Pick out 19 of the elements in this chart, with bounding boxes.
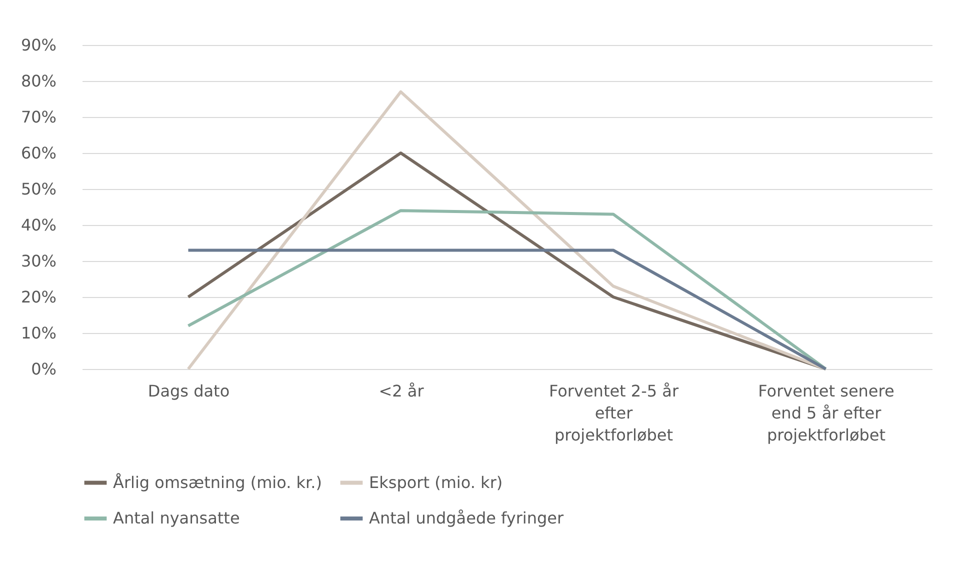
x-tick-label: Forventet 2-5 år efter projektforløbet — [548, 382, 679, 444]
x-tick-label: Forventet senere end 5 år efter projektforløbet — [758, 382, 894, 444]
y-tick-label: 60% — [20, 144, 56, 162]
y-tick-label: 70% — [20, 108, 56, 126]
y-tick-label: 0% — [31, 360, 56, 378]
legend-label: Årlig omsætning (mio. kr.) — [113, 472, 322, 492]
y-tick-label: 10% — [20, 324, 56, 342]
legend-label: Antal undgåede fyringer — [369, 508, 564, 528]
legend-label: Antal nyansatte — [113, 508, 240, 528]
y-tick-label: 40% — [20, 216, 56, 234]
x-tick-label: <2 år — [378, 382, 424, 400]
x-tick-label: Dags dato — [148, 382, 230, 400]
y-tick-label: 80% — [20, 72, 56, 90]
legend-label: Eksport (mio. kr) — [369, 472, 503, 492]
y-tick-label: 50% — [20, 180, 56, 198]
y-tick-label: 20% — [20, 288, 56, 306]
y-tick-label: 90% — [20, 36, 56, 54]
y-tick-label: 30% — [20, 252, 56, 270]
line-series — [186, 209, 828, 370]
